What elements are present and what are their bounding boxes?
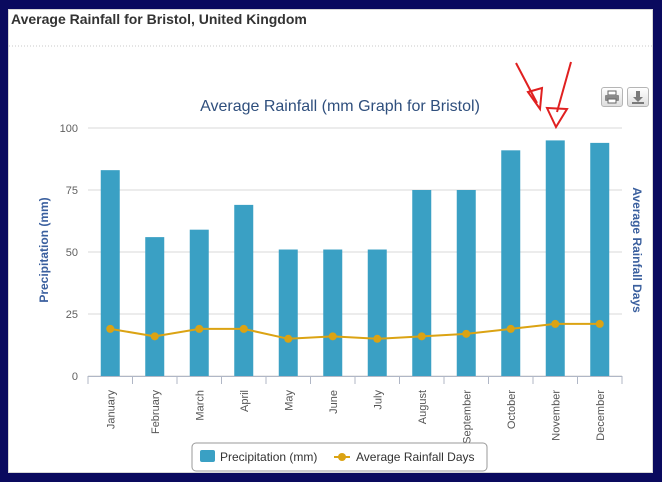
y-tick-label: 0 — [72, 371, 78, 383]
printer-icon — [605, 90, 619, 104]
x-tick-label: February — [150, 390, 162, 435]
rainfall-days-point-november — [551, 319, 560, 328]
bar-may — [278, 249, 298, 376]
bar-june — [323, 249, 343, 376]
print-button[interactable] — [601, 87, 623, 107]
x-tick-label: April — [239, 390, 251, 412]
axes: January February March April May June July Augu… — [87, 376, 623, 444]
bar-july — [367, 249, 387, 376]
rainfall-days-point-february — [150, 332, 159, 341]
red-arrow-left — [515, 62, 544, 112]
legend-label-precipitation: Precipitation (mm) — [220, 450, 317, 464]
legend-bar-swatch — [200, 450, 215, 462]
x-tick-label: March — [194, 390, 206, 421]
red-arrow-right — [545, 61, 572, 130]
rainfall-days-point-may — [284, 334, 293, 343]
bar-october — [501, 150, 521, 376]
chart-title: Average Rainfall (mm Graph for Bristol) — [200, 98, 480, 115]
bar-november — [545, 140, 565, 376]
x-tick-label: November — [550, 390, 562, 441]
legend-item-precipitation[interactable]: Precipitation (mm) — [200, 450, 317, 464]
rainfall-days-point-january — [106, 324, 115, 333]
gridlines: 0 25 50 75 100 — [60, 123, 622, 383]
legend-label-rainfall-days: Average Rainfall Days — [356, 450, 475, 464]
y-tick-label: 25 — [66, 309, 78, 321]
x-tick-label: June — [328, 390, 340, 414]
y-tick-label: 75 — [66, 185, 78, 197]
legend: Precipitation (mm) Average Rainfall Days — [191, 442, 488, 472]
rainfall-days-point-october — [506, 324, 515, 333]
bar-february — [145, 237, 165, 376]
bar-december — [590, 142, 610, 376]
rainfall-days-point-september — [462, 329, 471, 338]
rainfall-days-series — [106, 319, 604, 343]
y-axis-title: Precipitation (mm) — [37, 197, 51, 302]
rainfall-days-point-march — [195, 324, 204, 333]
bar-april — [234, 204, 254, 376]
download-icon — [632, 91, 644, 104]
page-header: Average Rainfall for Bristol, United Kin… — [11, 11, 307, 27]
x-tick-label: August — [417, 390, 429, 424]
rainfall-days-point-august — [417, 332, 426, 341]
x-tick-label: May — [283, 390, 295, 411]
legend-item-rainfall-days[interactable]: Average Rainfall Days — [334, 450, 475, 464]
rainfall-days-point-june — [328, 332, 337, 341]
bars — [100, 140, 610, 376]
y-tick-label: 100 — [60, 123, 78, 135]
annotation-arrows — [515, 61, 572, 130]
bar-march — [189, 229, 209, 376]
y2-axis-title: Average Rainfall Days — [630, 187, 644, 313]
bar-september — [456, 190, 476, 376]
x-tick-label: October — [506, 390, 518, 429]
x-tick-label: September — [461, 390, 473, 444]
legend-line-marker — [338, 453, 346, 461]
rainfall-days-point-december — [595, 319, 604, 328]
bar-january — [100, 170, 120, 376]
x-tick-label: July — [372, 390, 384, 410]
x-tick-label: December — [595, 390, 607, 441]
download-button[interactable] — [627, 87, 649, 107]
rainfall-days-point-july — [373, 334, 382, 343]
bar-august — [412, 190, 432, 376]
rainfall-days-line — [110, 322, 600, 340]
rainfall-days-point-april — [239, 324, 248, 333]
x-tick-label: January — [105, 390, 117, 430]
y-tick-label: 50 — [66, 247, 78, 259]
